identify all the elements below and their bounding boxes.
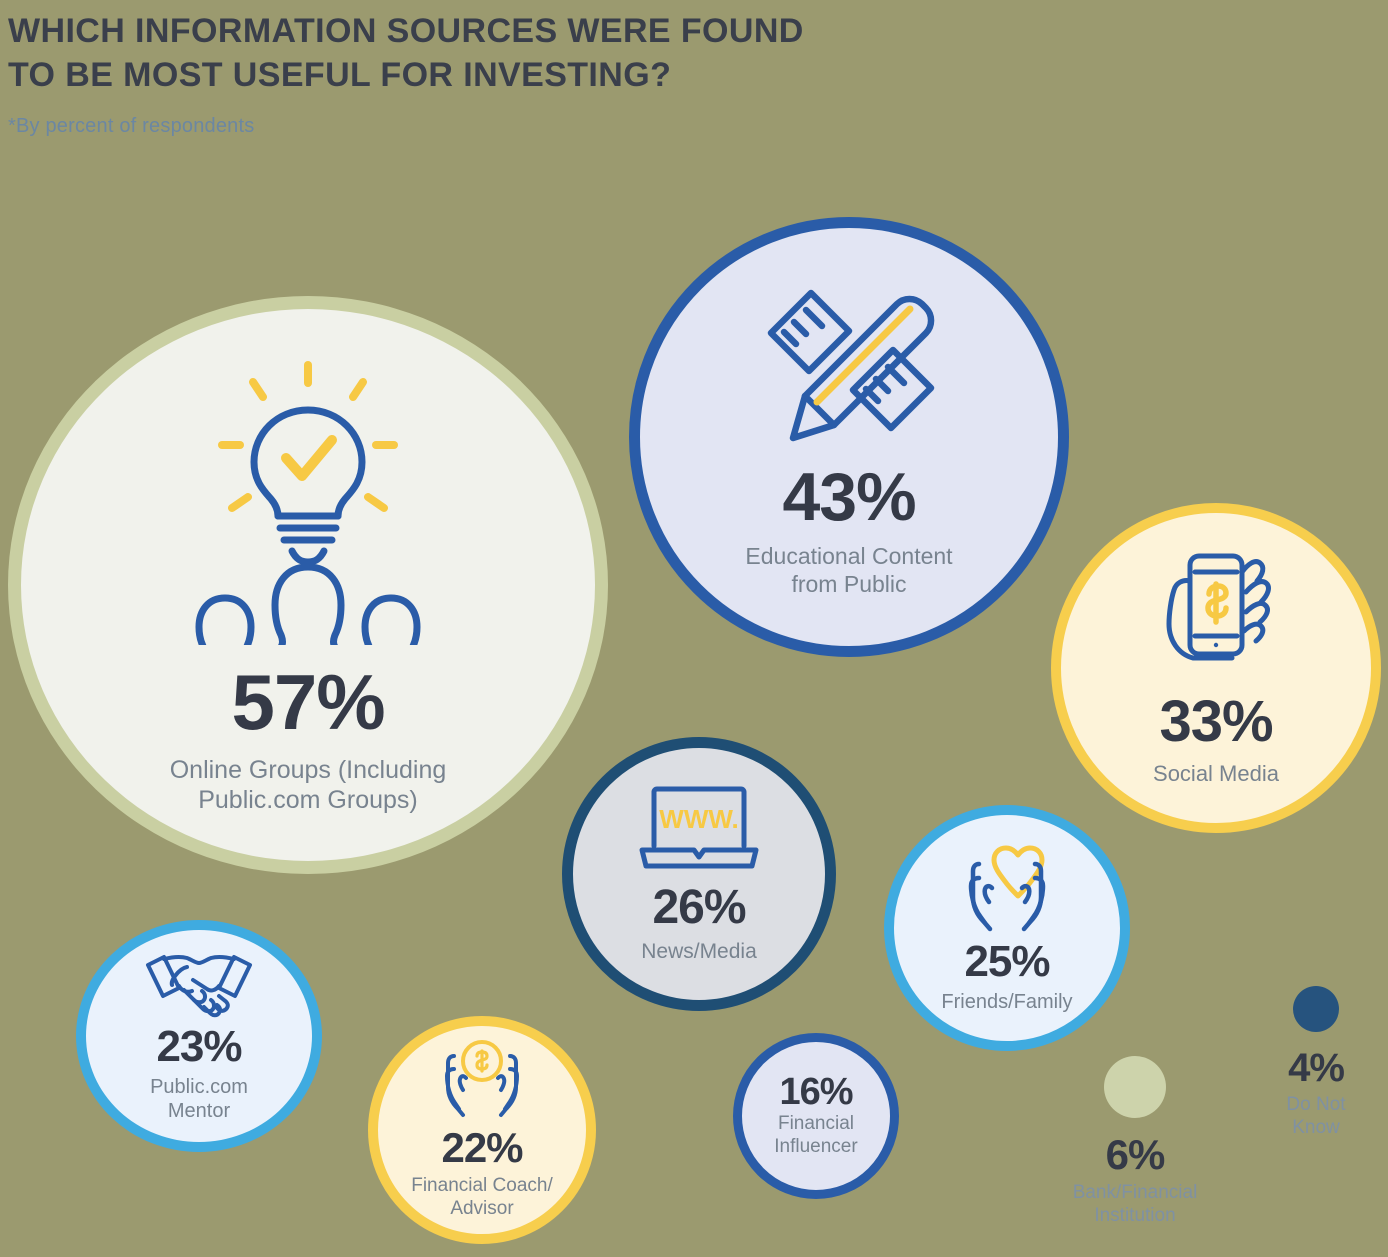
hands-heart-icon bbox=[952, 842, 1062, 932]
bubble-news-media[interactable]: WWW. 26% News/Media bbox=[562, 737, 836, 1011]
bubble-do-not-know[interactable]: 4% Do Not Know bbox=[1236, 986, 1388, 1140]
lightbulb-people-icon bbox=[168, 355, 448, 645]
bubble-label: Online Groups (Including Public.com Grou… bbox=[169, 756, 447, 814]
bubble-value: 6% bbox=[1105, 1131, 1166, 1178]
bubble-social-media[interactable]: 33% Social Media bbox=[1051, 503, 1381, 833]
bubble-value: 4% bbox=[1288, 1046, 1345, 1090]
bubble-public-mentor[interactable]: 23% Public.com Mentor bbox=[76, 920, 322, 1152]
do-not-know-dot-icon bbox=[1293, 986, 1339, 1032]
bubble-bank-financial-institution[interactable]: 6% Bank/Financial Institution bbox=[1040, 1056, 1230, 1228]
hands-coin-icon bbox=[428, 1039, 536, 1121]
bubble-label: News/Media bbox=[641, 939, 757, 963]
bubble-value: 57% bbox=[231, 658, 385, 746]
bubble-financial-influencer[interactable]: 16% Financial Influencer bbox=[733, 1033, 899, 1199]
bubble-label: Do Not Know bbox=[1286, 1094, 1346, 1138]
hand-phone-dollar-icon bbox=[1151, 548, 1281, 683]
bubble-value: 43% bbox=[782, 458, 916, 535]
bubble-label: Public.com Mentor bbox=[150, 1076, 248, 1122]
bubble-value: 22% bbox=[441, 1124, 523, 1172]
bubble-value: 33% bbox=[1159, 689, 1273, 755]
bank-dot-icon bbox=[1104, 1056, 1166, 1118]
bubble-friends-family[interactable]: 25% Friends/Family bbox=[884, 805, 1130, 1051]
bubble-label: Bank/Financial Institution bbox=[1072, 1182, 1198, 1226]
bubble-label: Friends/Family bbox=[941, 991, 1073, 1013]
www-text: WWW. bbox=[659, 804, 738, 834]
bubble-educational-content[interactable]: 43% Educational Content from Public bbox=[629, 217, 1069, 657]
bubble-financial-coach[interactable]: 22% Financial Coach/ Advisor bbox=[368, 1016, 596, 1244]
bubble-label: Financial Coach/ Advisor bbox=[411, 1175, 553, 1219]
bubble-label: Social Media bbox=[1153, 761, 1279, 787]
laptop-www-icon: WWW. bbox=[634, 784, 764, 876]
bubble-value: 25% bbox=[964, 937, 1050, 986]
bubble-value: 16% bbox=[779, 1071, 853, 1114]
bubble-label: Financial Influencer bbox=[774, 1113, 858, 1157]
header: WHICH INFORMATION SOURCES WERE FOUND TO … bbox=[8, 10, 968, 138]
bubble-label: Educational Content from Public bbox=[745, 542, 953, 597]
handshake-icon bbox=[140, 949, 258, 1019]
bubble-value: 23% bbox=[156, 1022, 242, 1071]
bubble-online-groups[interactable]: 57% Online Groups (Including Public.com … bbox=[8, 296, 608, 874]
page-title: WHICH INFORMATION SOURCES WERE FOUND TO … bbox=[8, 12, 804, 94]
page-subtitle: *By percent of respondents bbox=[8, 115, 255, 138]
bubble-value: 26% bbox=[652, 880, 746, 934]
pencil-ruler-icon bbox=[749, 276, 949, 451]
